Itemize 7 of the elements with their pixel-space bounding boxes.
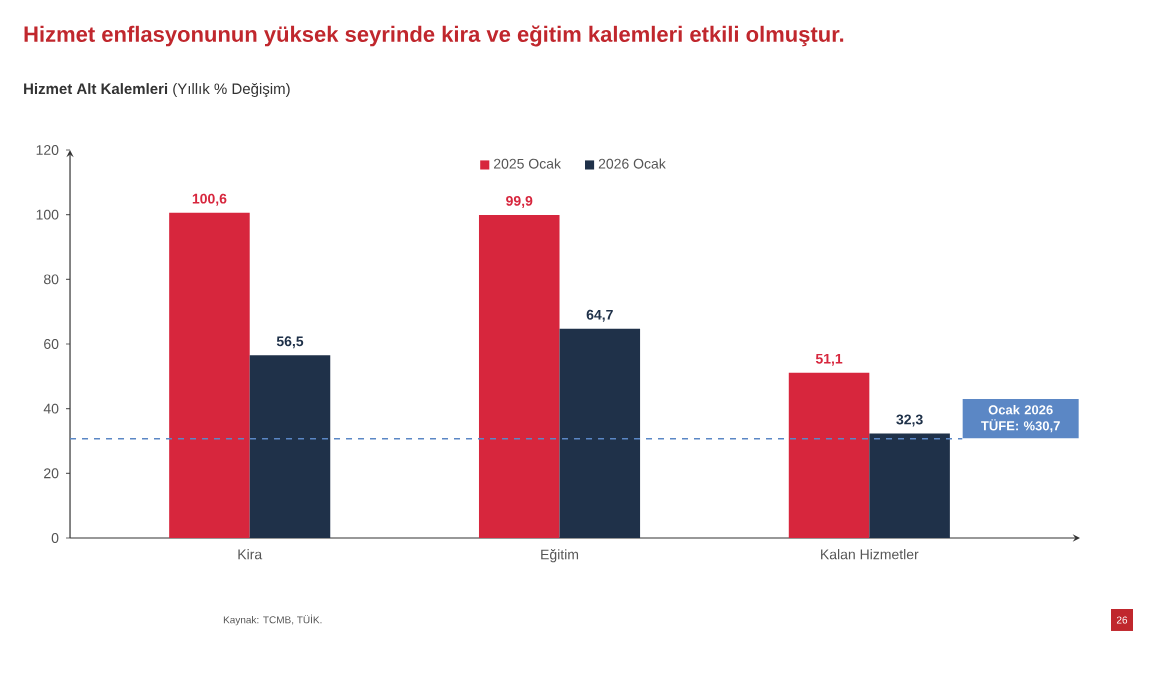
bar [559, 328, 641, 538]
bar [788, 372, 870, 538]
bar [478, 214, 560, 538]
chart-title: Hizmet enflasyonunun yüksek seyrinde kira ve eğitim kalemleri etkili olmuştur. [24, 25, 844, 47]
bar [249, 355, 331, 538]
bar [169, 212, 250, 538]
bar [869, 433, 950, 538]
